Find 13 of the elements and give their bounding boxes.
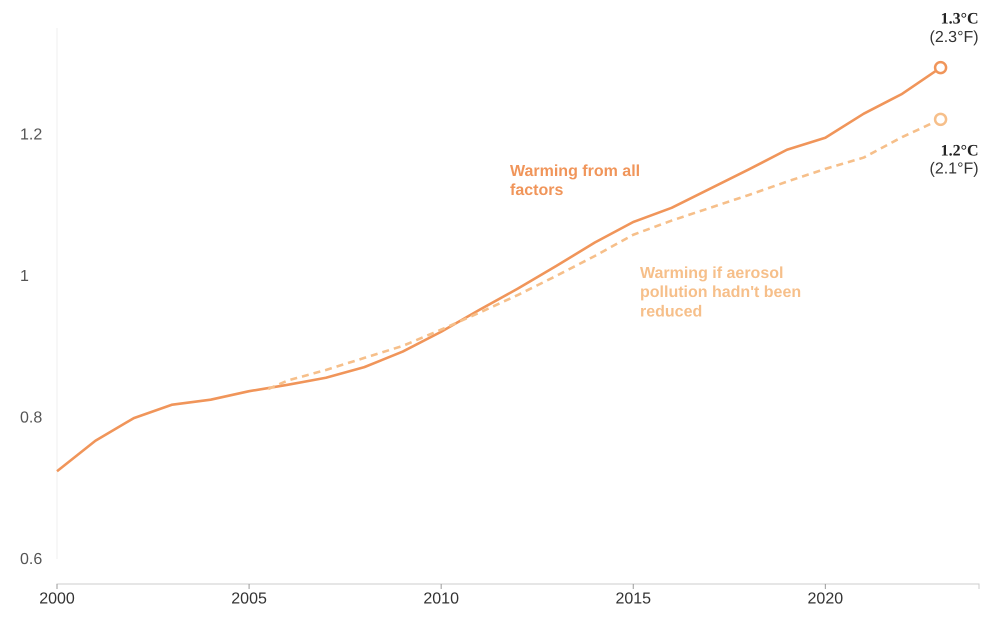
annotation: 1.3°C (2.3°F) bbox=[930, 10, 979, 46]
x-tick-label: 2000 bbox=[39, 590, 75, 608]
series-label: Warming from all factors bbox=[510, 163, 640, 200]
x-tick-label: 2015 bbox=[615, 590, 652, 608]
x-tick-label: 2005 bbox=[231, 590, 267, 608]
annotation: 1.2°C (2.1°F) bbox=[930, 142, 979, 178]
series-label: Warming if aerosol pollution hadn't been reduced bbox=[640, 265, 802, 320]
y-tick-label: 1 bbox=[20, 268, 29, 285]
y-tick-label: 1.2 bbox=[20, 126, 42, 144]
x-tick-label: 2010 bbox=[423, 590, 460, 608]
x-tick-label: 2020 bbox=[808, 590, 844, 608]
y-tick-label: 0.6 bbox=[20, 551, 42, 568]
y-tick-label: 0.8 bbox=[20, 410, 42, 427]
